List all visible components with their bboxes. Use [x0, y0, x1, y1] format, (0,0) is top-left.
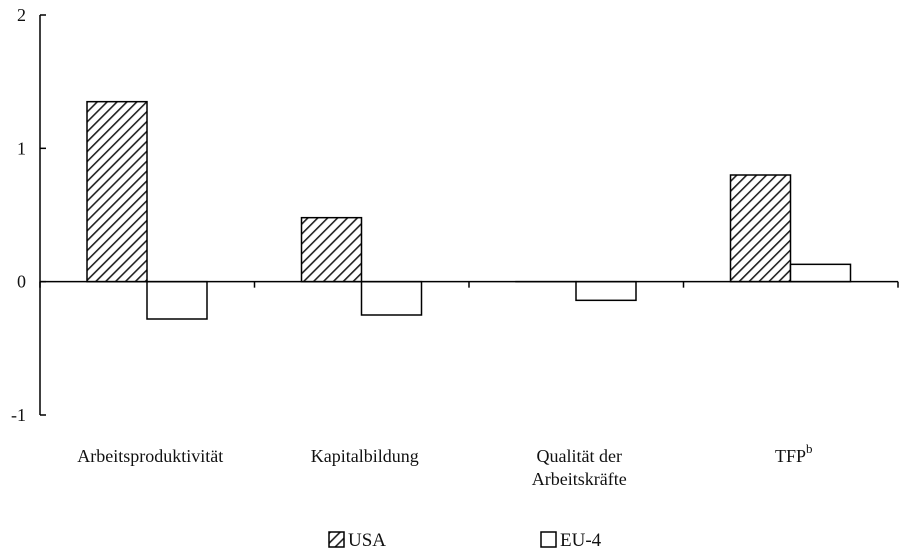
y-tick-label: -1 [11, 405, 26, 425]
plot-area: 2 1 0 -1 Arbeitsproduktivität Kapitalbildung Q… [11, 5, 899, 489]
category-label: Arbeitskräfte [532, 469, 627, 489]
category-label: Arbeitsproduktivität [77, 446, 223, 466]
bar-eu-4-1 [360, 280, 423, 316]
category-label-superscript: b [806, 441, 813, 456]
legend-label-usa: USA [348, 530, 386, 551]
legend: USA EU-4 [328, 530, 602, 551]
bar-eu-4-0 [146, 280, 208, 320]
bar-eu-4-2 [575, 280, 637, 302]
category-label: TFPb [775, 441, 813, 466]
legend-label-eu-4: EU-4 [560, 530, 602, 551]
legend-swatch-eu-4 [540, 531, 557, 548]
y-tick-label: 2 [17, 5, 26, 25]
category-label: Kapitalbildung [311, 446, 419, 466]
legend-swatch-usa [328, 531, 345, 548]
bar-eu-4-3 [789, 263, 852, 283]
bar-usa-0 [86, 100, 148, 283]
bar-usa-3 [729, 174, 792, 283]
y-tick-label: 0 [17, 272, 26, 292]
y-tick-label: 1 [17, 138, 26, 158]
category-label: Qualität der [537, 446, 622, 466]
bar-usa-1 [300, 216, 363, 283]
